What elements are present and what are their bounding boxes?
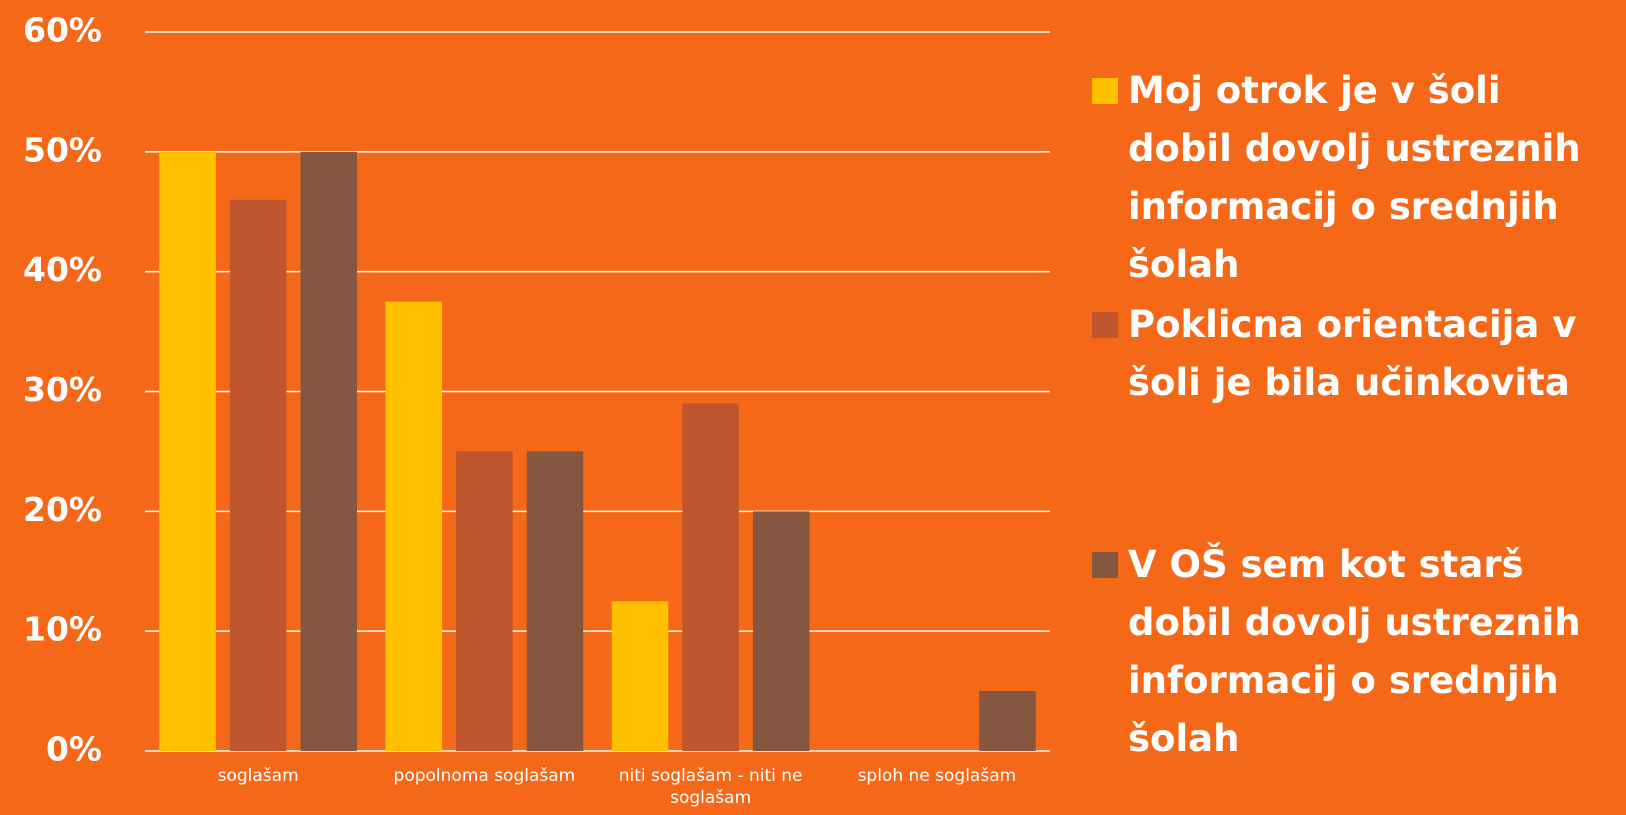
legend-swatch xyxy=(1092,312,1118,338)
y-tick-label: 40% xyxy=(23,250,102,289)
legend-label: Poklicna orientacija v šoli je bila učin… xyxy=(1128,303,1577,404)
legend-label: V OŠ sem kot starš dobil dovolj ustrezni… xyxy=(1128,543,1581,760)
bar xyxy=(682,403,739,751)
legend-item: V OŠ sem kot starš dobil dovolj ustrezni… xyxy=(1092,536,1612,768)
x-tick-label: sploh ne soglašam xyxy=(857,766,1017,786)
legend-item: Poklicna orientacija v šoli je bila učin… xyxy=(1092,296,1612,412)
y-tick-label: 50% xyxy=(23,130,102,169)
y-tick-label: 0% xyxy=(46,730,102,769)
bar xyxy=(159,151,216,752)
legend-swatch xyxy=(1092,552,1118,578)
y-tick-label: 60% xyxy=(23,11,102,50)
bar xyxy=(300,151,357,752)
y-tick-label: 10% xyxy=(23,610,102,649)
x-tick-label: popolnoma soglašam xyxy=(393,766,576,786)
bar xyxy=(526,451,584,751)
x-tick-label: soglašam xyxy=(217,766,299,786)
bar xyxy=(611,601,669,751)
bar xyxy=(456,451,513,751)
bar xyxy=(385,301,443,751)
bar xyxy=(229,199,287,751)
y-tick-label: 30% xyxy=(23,370,102,409)
y-tick-label: 20% xyxy=(23,490,102,529)
legend-swatch xyxy=(1092,78,1118,104)
bar xyxy=(752,511,810,751)
x-tick-label: niti soglašam - niti ne soglašam xyxy=(618,766,803,808)
legend-item: Moj otrok je v šoli dobil dovolj ustrezn… xyxy=(1092,62,1612,294)
bar xyxy=(979,691,1036,751)
legend-label: Moj otrok je v šoli dobil dovolj ustrezn… xyxy=(1128,69,1581,286)
